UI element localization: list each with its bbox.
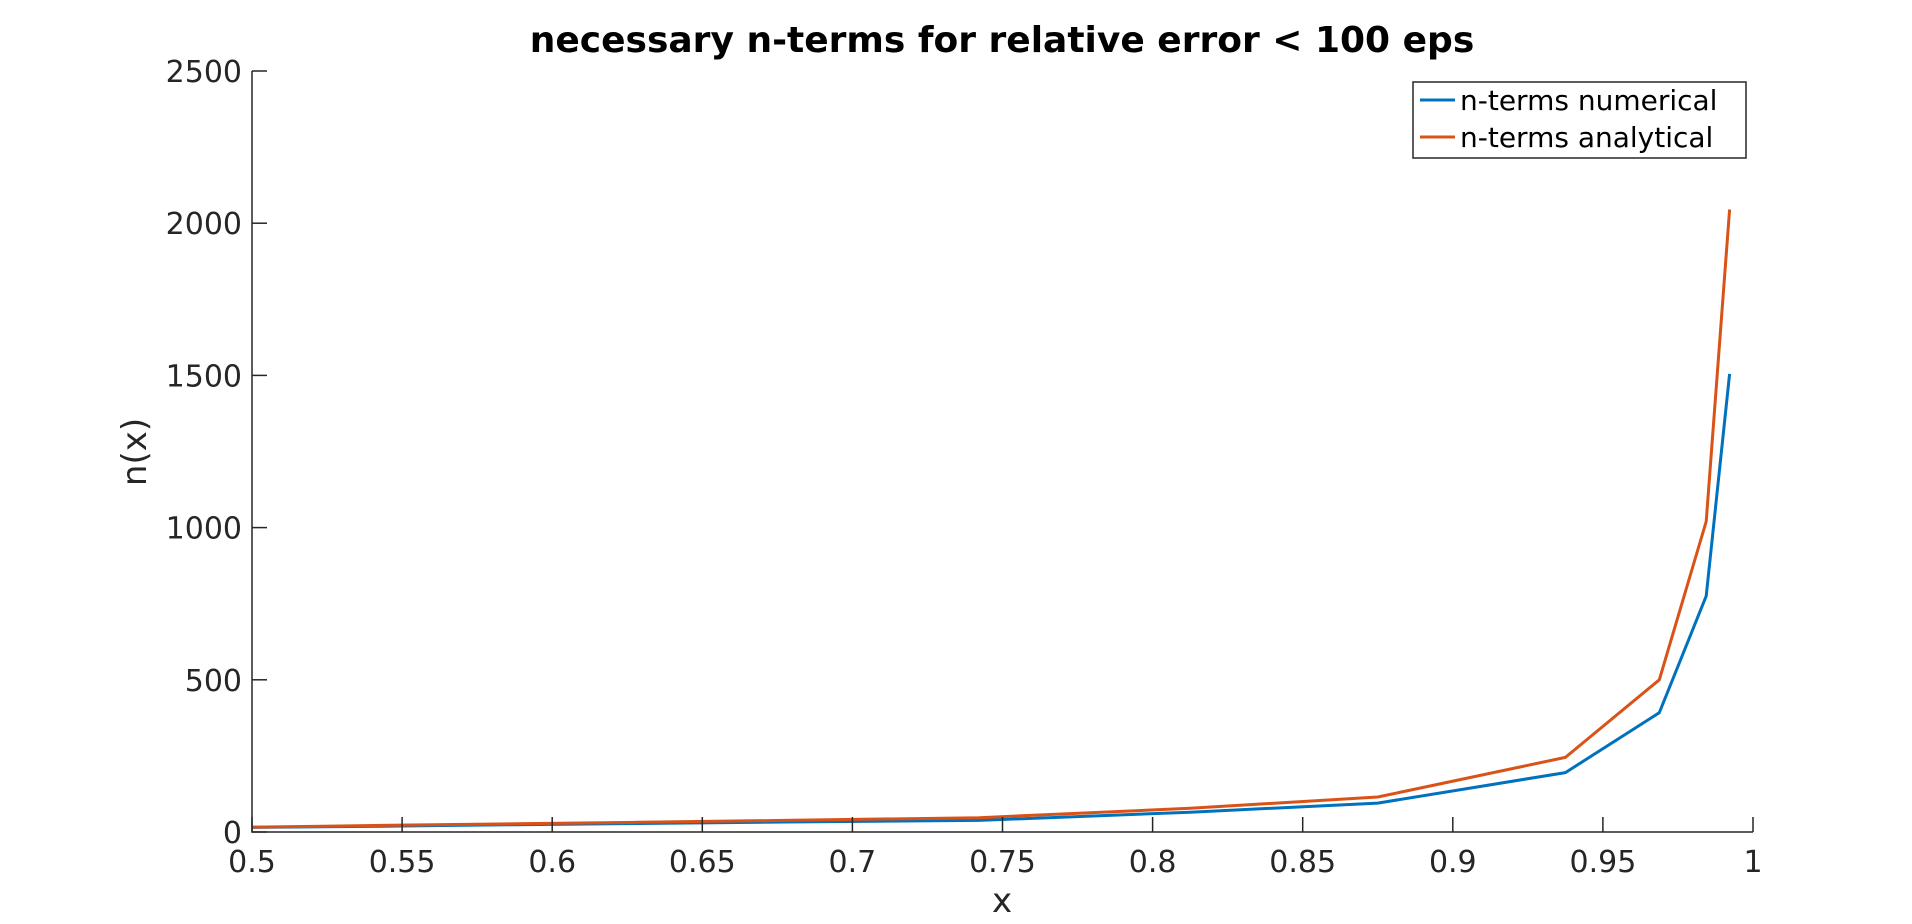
x-tick-label: 0.9 <box>1429 845 1477 880</box>
x-axis: 0.5 0.55 0.6 0.65 0.7 0.75 0.8 0.85 0.9 0.95 1 <box>228 817 1763 880</box>
y-tick-label: 1000 <box>166 512 242 547</box>
x-tick-label: 1 <box>1743 845 1762 880</box>
x-tick-label: 0.6 <box>528 845 576 880</box>
y-tick-label: 2500 <box>166 55 242 90</box>
x-tick-label: 0.95 <box>1570 845 1637 880</box>
x-tick-label: 0.85 <box>1269 845 1336 880</box>
x-tick-label: 0.7 <box>829 845 877 880</box>
legend: n-terms numerical n-terms analytical <box>1412 81 1747 159</box>
plot-area: 0.5 0.55 0.6 0.65 0.7 0.75 0.8 0.85 0.9 0.95 1 0 50… <box>166 55 1763 880</box>
x-tick-label: 0.55 <box>369 845 436 880</box>
x-tick-label: 0.5 <box>228 845 276 880</box>
y-tick-label: 1500 <box>166 359 242 394</box>
x-axis-label: x <box>992 881 1012 921</box>
legend-label-numerical: n-terms numerical <box>1460 84 1717 117</box>
x-tick-label: 0.75 <box>969 845 1036 880</box>
legend-box <box>1412 81 1747 159</box>
series-line-analytical <box>251 209 1732 829</box>
x-tick-label: 0.8 <box>1129 845 1177 880</box>
y-tick-label: 2000 <box>166 207 242 242</box>
chart-title: necessary n-terms for relative error < 1… <box>530 20 1475 61</box>
y-tick-label: 0 <box>223 816 242 851</box>
y-tick-label: 500 <box>185 664 242 699</box>
y-axis-label: n(x) <box>115 418 155 486</box>
y-axis: 0 500 1000 1500 2000 2500 <box>166 55 267 851</box>
series-layer <box>251 209 1732 829</box>
x-tick-label: 0.65 <box>669 845 736 880</box>
legend-label-analytical: n-terms analytical <box>1460 121 1713 154</box>
